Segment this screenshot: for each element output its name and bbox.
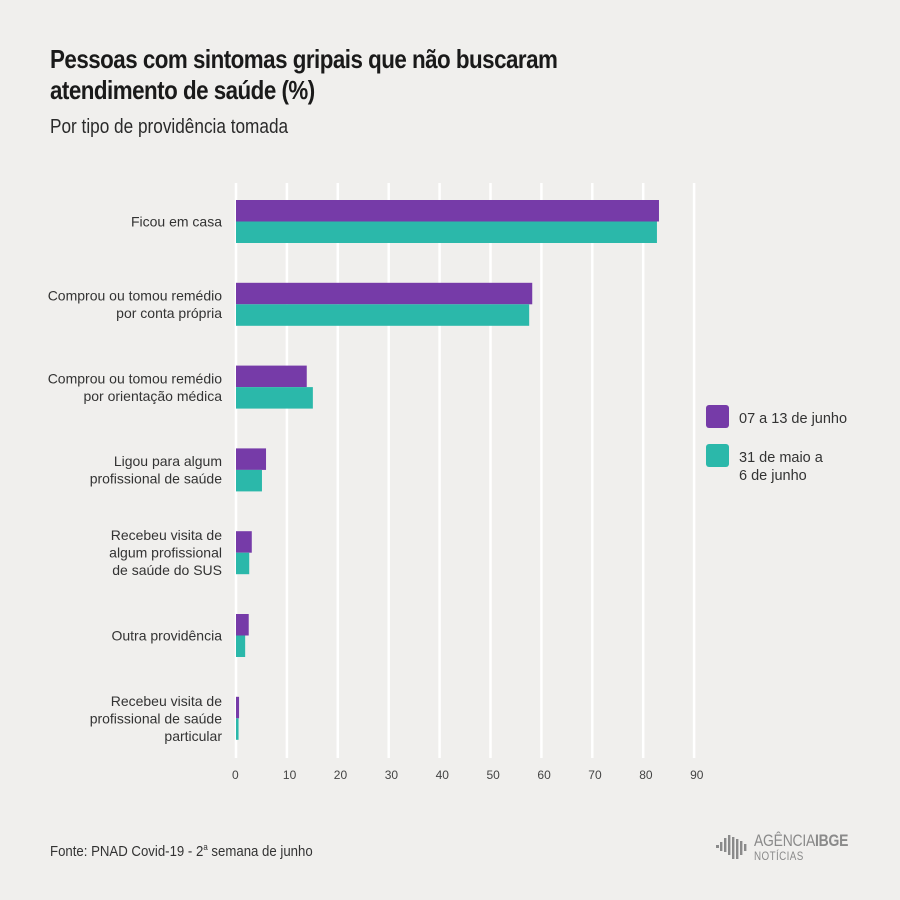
logo-ibge: IBGE <box>815 831 849 850</box>
category-label-line: Comprou ou tomou remédio <box>48 370 223 386</box>
category-label-line: profissional de saúde <box>90 471 223 487</box>
legend-label-line: 6 de junho <box>739 468 807 484</box>
source-text-end: semana de junho <box>207 843 313 860</box>
bar-series-2 <box>236 221 657 243</box>
x-tick-label: 60 <box>537 768 551 782</box>
category-label-line: Recebeu visita de <box>111 693 223 709</box>
x-tick-label: 0 <box>232 768 239 782</box>
bar-series-1 <box>236 614 249 636</box>
source-text: Fonte: PNAD Covid-19 - 2 <box>50 843 204 860</box>
category-label-line: Comprou ou tomou remédio <box>48 288 223 304</box>
x-tick-label: 80 <box>639 768 653 782</box>
legend: 07 a 13 de junho 31 de maio a 6 de junho <box>706 405 847 484</box>
category-label: Comprou ou tomou remédio por conta própri… <box>48 288 223 322</box>
bar-series-2 <box>236 552 250 575</box>
category-label-line: particular <box>164 728 222 744</box>
bar-series-2 <box>236 635 246 657</box>
x-tick-label: 30 <box>385 768 399 782</box>
x-tick-label: 20 <box>334 768 348 782</box>
category-label-line: Outra providência <box>111 628 222 644</box>
legend-swatch-2 <box>706 444 729 467</box>
bar-series-2 <box>236 469 262 492</box>
legend-label-2: 31 de maio a 6 de junho <box>739 450 824 484</box>
x-tick-label: 70 <box>588 768 602 782</box>
logo-agencia: AGÊNCIA <box>754 831 816 850</box>
category-label-line: por orientação médica <box>83 388 222 404</box>
category-label-line: por conta própria <box>116 305 222 321</box>
legend-swatch-1 <box>706 405 729 428</box>
logo-subtitle: NOTÍCIAS <box>754 849 804 863</box>
category-label-line: Ligou para algum <box>114 453 222 469</box>
logo-title: AGÊNCIAIBGE <box>754 832 848 850</box>
category-label-line: Recebeu visita de <box>111 527 223 543</box>
category-label: Recebeu visita de profissional de saúde pa… <box>90 693 223 744</box>
x-axis-tick-labels: 0 10 20 30 40 50 60 70 80 90 <box>232 768 704 782</box>
ibge-logo-icon <box>716 835 747 859</box>
category-label-line: Ficou em casa <box>131 214 222 230</box>
bar-series-2 <box>236 387 313 409</box>
source-note: Fonte: PNAD Covid-19 - 2a semana de junh… <box>50 842 313 860</box>
x-tick-label: 40 <box>436 768 450 782</box>
source-superscript: a <box>203 842 208 852</box>
category-label: Comprou ou tomou remédio por orientação m… <box>48 370 223 404</box>
x-tick-label: 90 <box>690 768 704 782</box>
category-label: Outra providência <box>111 628 222 644</box>
bar-series-2 <box>236 304 530 326</box>
bar-series-1 <box>236 282 533 305</box>
bars <box>236 200 659 740</box>
agencia-ibge-logo: AGÊNCIAIBGE NOTÍCIAS <box>716 832 869 862</box>
category-label: Ligou para algum profissional de saúde <box>90 453 223 487</box>
legend-label-1: 07 a 13 de junho <box>739 411 847 427</box>
bar-series-1 <box>236 365 307 388</box>
bar-series-1 <box>236 696 240 719</box>
bar-series-1 <box>236 531 252 553</box>
bar-series-1 <box>236 200 659 222</box>
chart-subtitle: Por tipo de providência tomada <box>50 116 289 138</box>
category-label-line: algum profissional <box>109 545 222 561</box>
category-label-line: profissional de saúde <box>90 710 223 726</box>
gridlines <box>234 183 696 758</box>
bar-series-1 <box>236 448 267 470</box>
legend-label-line: 07 a 13 de junho <box>739 411 847 427</box>
x-tick-label: 10 <box>283 768 297 782</box>
x-tick-label: 50 <box>487 768 501 782</box>
category-label: Recebeu visita de algum profissional de sa… <box>109 527 222 578</box>
legend-label-line: 31 de maio a <box>739 450 824 466</box>
category-label: Ficou em casa <box>131 214 222 230</box>
chart-title: Pessoas com sintomas gripais que não bus… <box>50 44 558 105</box>
category-label-line: de saúde do SUS <box>112 562 222 578</box>
bar-series-2 <box>236 718 239 740</box>
